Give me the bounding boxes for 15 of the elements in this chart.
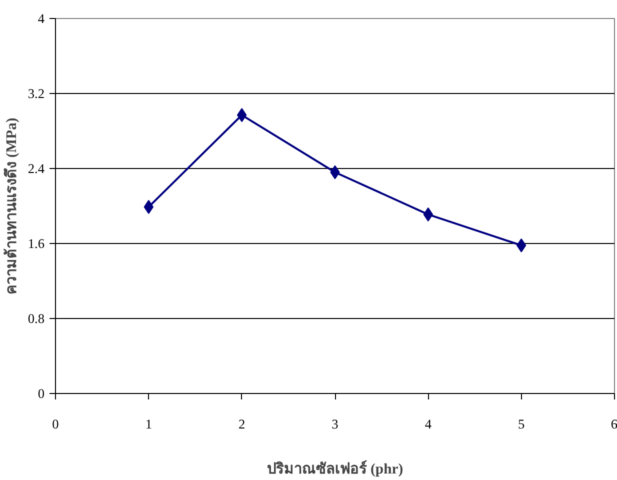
y-tick-label: 0 <box>38 386 45 401</box>
y-tick-label: 1.6 <box>28 236 45 251</box>
y-tick-label: 3.2 <box>28 86 45 101</box>
x-tick-label: 1 <box>145 416 152 432</box>
x-tick-label: 5 <box>518 416 525 432</box>
x-tick-label: 4 <box>424 416 432 432</box>
x-tick-label: 3 <box>332 416 339 432</box>
x-tick-label: 6 <box>610 416 617 432</box>
x-axis-title: ปริมาณซัลเฟอร์ (phr) <box>266 460 404 478</box>
x-tick-label: 2 <box>238 416 246 432</box>
y-axis-title: ความต้านทานแรงดึง (MPa) <box>2 118 20 294</box>
x-tick-label: 0 <box>52 416 60 432</box>
y-tick-label: 2.4 <box>28 161 45 176</box>
y-tick-label: 4 <box>38 11 45 26</box>
y-tick-label: 0.8 <box>28 311 45 326</box>
